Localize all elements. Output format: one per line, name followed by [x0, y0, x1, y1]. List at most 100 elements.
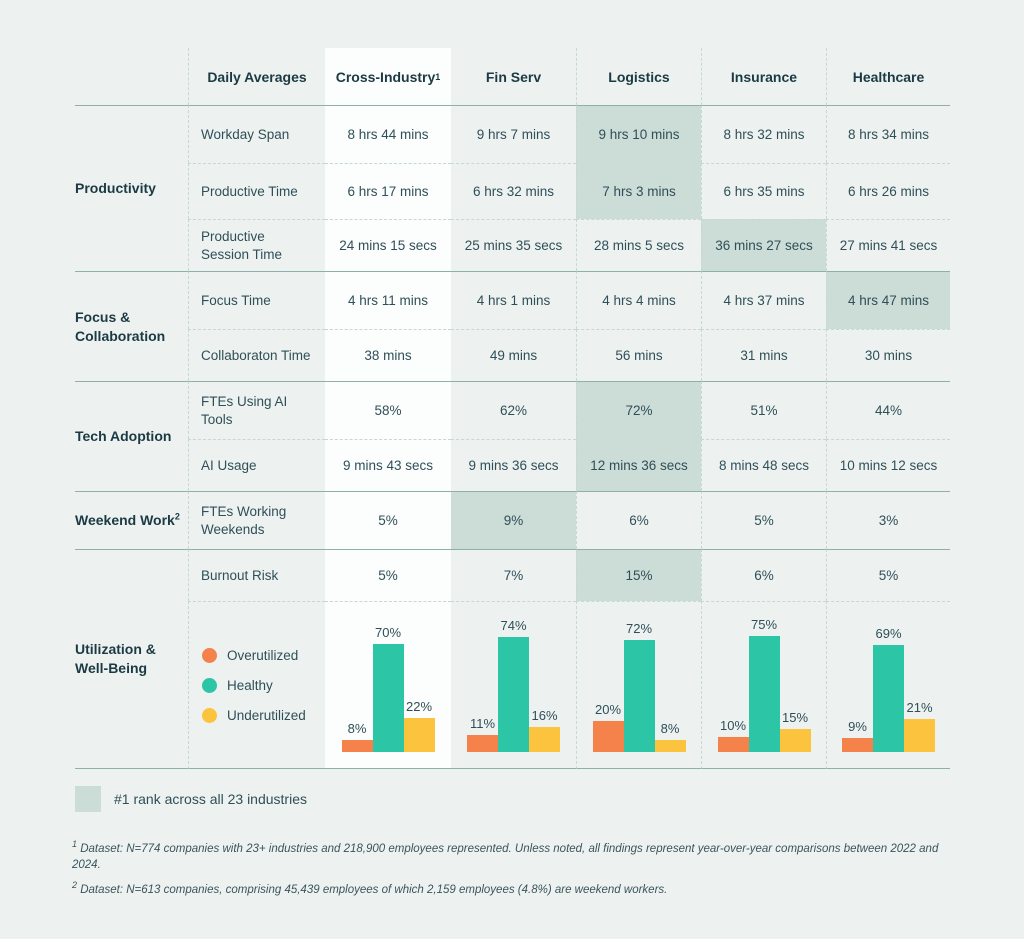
table-cell: 6% [701, 549, 826, 601]
legend-item-overutilized: Overutilized [202, 647, 325, 663]
table-cell: 24 mins 15 secs [325, 219, 451, 271]
bar-value-label: 21% [906, 700, 933, 716]
section-label-tech-adoption: Tech Adoption [75, 381, 188, 491]
table-cell-top-ranked: 15% [576, 549, 701, 601]
footnote-2: 2 Dataset: N=613 companies, comprising 4… [72, 881, 962, 898]
row-label-text: FTEs Working Weekends [201, 503, 287, 537]
table-cell-top-ranked: 72% [576, 381, 701, 439]
bar-value-label: 70% [374, 624, 402, 640]
column-header-label: Fin Serv [485, 68, 542, 85]
bar-healthy [748, 635, 780, 752]
bar-underutilized [403, 717, 435, 752]
table-cell: 8 hrs 32 mins [701, 105, 826, 163]
bar-underutilized [654, 739, 686, 752]
bar-overutilized [717, 736, 749, 752]
table-cell: 4 hrs 37 mins [701, 271, 826, 329]
bar-value-label: 20% [594, 702, 622, 717]
table-cell-top-ranked: 9 hrs 10 mins [576, 105, 701, 163]
row-label: FTEs Using AI Tools [188, 381, 325, 439]
footnote-text: Dataset: N=613 companies, comprising 45,… [80, 884, 668, 897]
table-cell-top-ranked: 12 mins 36 secs [576, 439, 701, 491]
row-label-text: Workday Span [201, 126, 290, 142]
table-cell: 6% [576, 491, 701, 549]
bar-underutilized [779, 728, 811, 752]
industry-comparison-table: Daily Averages Cross-Industry 1 Fin Serv … [75, 48, 950, 769]
bar-group-item: 9% [842, 719, 873, 752]
bar-healthy [623, 640, 655, 752]
table-cell: 62% [451, 381, 576, 439]
bar-overutilized [842, 738, 873, 752]
bar-healthy [873, 645, 904, 752]
rank-legend-label: #1 rank across all 23 industries [114, 791, 307, 807]
bar-chart-insurance: 10% 75% 15% [701, 601, 826, 769]
table-cell: 5% [701, 491, 826, 549]
bar-group-item: 69% [873, 626, 904, 752]
table-cell: 56 mins [576, 329, 701, 381]
table-cell: 6 hrs 32 mins [451, 163, 576, 219]
footnote-marker: 2 [174, 511, 180, 522]
bar-group-item: 75% [748, 616, 780, 752]
rank-legend: #1 rank across all 23 industries [75, 786, 307, 812]
bar-group-item: 8% [341, 720, 373, 752]
footnote-1: 1 Dataset: N=774 companies with 23+ indu… [72, 839, 962, 873]
row-label: Workday Span [188, 105, 325, 163]
section-label-text: Focus & Collaboration [75, 308, 166, 344]
column-header-label: Daily Averages [207, 68, 307, 85]
row-label: Burnout Risk [188, 549, 325, 601]
table-cell: 5% [325, 549, 451, 601]
table-cell: 4 hrs 4 mins [576, 271, 701, 329]
footnote-marker: 1 [72, 839, 78, 850]
table-cell-top-ranked: 7 hrs 3 mins [576, 163, 701, 219]
bar-group-item: 11% [467, 716, 498, 752]
bar-group-item: 72% [623, 621, 655, 752]
table-cell: 7% [451, 549, 576, 601]
row-label-text: FTEs Using AI Tools [201, 393, 288, 427]
column-header-label: Insurance [730, 68, 798, 85]
bar-value-label: 74% [500, 618, 527, 634]
bar-value-label: 11% [469, 715, 496, 731]
table-cell: 44% [826, 381, 950, 439]
section-label-text: Weekend Work [75, 512, 175, 529]
table-cell: 8 mins 48 secs [701, 439, 826, 491]
header-spacer [75, 48, 188, 105]
row-label-text: Collaboraton Time [201, 347, 311, 363]
section-label-weekend-work: Weekend Work2 [75, 491, 188, 549]
row-label: Productive Session Time [188, 219, 325, 271]
bar-value-label: 72% [625, 621, 653, 637]
table-cell: 28 mins 5 secs [576, 219, 701, 271]
section-label-focus-collaboration: Focus & Collaboration [75, 271, 188, 381]
bar-chart-logistics: 20% 72% 8% [576, 601, 701, 769]
bar-group-item: 70% [372, 624, 404, 752]
footnote-text: Dataset: N=774 companies with 23+ indust… [72, 843, 939, 872]
column-header-healthcare: Healthcare [826, 48, 950, 105]
section-label-text: Productivity [75, 180, 156, 197]
table-cell: 58% [325, 381, 451, 439]
bar-chart-healthcare: 9% 69% 21% [826, 601, 950, 769]
bar-chart-cross-industry: 8% 70% 22% [325, 601, 451, 769]
row-label-text: Productive Time [201, 183, 298, 199]
bar-value-label: 8% [347, 720, 367, 736]
table-cell: 8 hrs 44 mins [325, 105, 451, 163]
section-label-text: Utilization & Well-Being [75, 641, 156, 676]
bar-chart-fin-serv: 11% 74% 16% [451, 601, 576, 769]
bar-overutilized [592, 721, 624, 752]
bar-healthy [372, 643, 404, 752]
table-cell: 5% [826, 549, 950, 601]
legend-item-underutilized: Underutilized [202, 707, 325, 723]
table-cell: 6 hrs 17 mins [325, 163, 451, 219]
bar-healthy [498, 637, 529, 752]
table-cell-top-ranked: 4 hrs 47 mins [826, 271, 950, 329]
row-label-text: AI Usage [201, 457, 257, 473]
rank-swatch-icon [75, 786, 101, 812]
bar-value-label: 75% [750, 616, 778, 632]
bar-value-label: 15% [781, 709, 809, 725]
table-cell: 9 hrs 7 mins [451, 105, 576, 163]
bar-value-label: 9% [848, 719, 867, 735]
column-header-insurance: Insurance [701, 48, 826, 105]
bar-group-item: 8% [654, 721, 686, 752]
bar-group-item: 20% [592, 702, 624, 752]
row-label: Collaboraton Time [188, 329, 325, 381]
bar-value-label: 22% [405, 698, 433, 714]
chart-legend: Overutilized Healthy Underutilized [188, 601, 325, 769]
